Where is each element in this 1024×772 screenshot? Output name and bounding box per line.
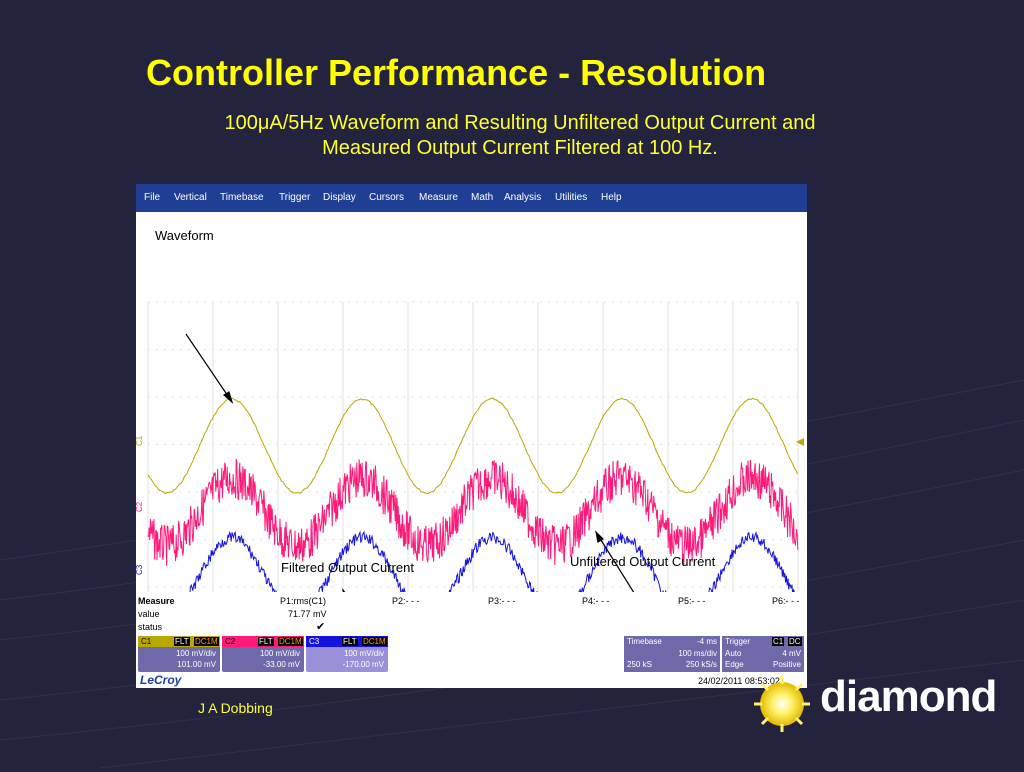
trigger-level: 4 mV — [782, 649, 801, 658]
subtitle-rest: A/5Hz Waveform and Resulting Unfiltered … — [269, 112, 816, 134]
trigger-coupling: DC — [788, 637, 802, 646]
menu-math[interactable]: Math — [471, 192, 494, 203]
measure-p4[interactable]: P4:- - - — [582, 596, 610, 606]
timebase-label: Timebase — [627, 637, 662, 646]
channel-label-c3: C3 — [136, 564, 144, 575]
channel-label-c1: C1 — [136, 435, 144, 446]
measure-p6[interactable]: P6:- - - — [772, 596, 800, 606]
menu-help[interactable]: Help — [601, 192, 622, 203]
lecroy-logo: LeCroy — [140, 673, 182, 687]
oscilloscope-screenshot: File Vertical Timebase Trigger Display C… — [136, 184, 807, 688]
menu-trigger[interactable]: Trigger — [279, 192, 311, 203]
c3-scale: 100 mV/div — [343, 649, 384, 658]
channel-box-c1[interactable]: C1 FLT DC1M 100 mV/div 101.00 mV — [138, 636, 220, 672]
measure-header: Measure — [138, 596, 175, 606]
measure-p1[interactable]: P1:rms(C1) — [280, 596, 327, 606]
tag-flt-c2: FLT — [258, 637, 274, 646]
annotation-filtered: Filtered Output Current — [281, 560, 414, 575]
tag-dc1m-c1: DC1M — [194, 637, 219, 646]
menu-vertical[interactable]: Vertical — [174, 192, 207, 203]
annotation-unfiltered: Unfiltered Output Current — [570, 554, 716, 569]
trace-c2-unfiltered — [147, 458, 799, 566]
channel-box-c2[interactable]: C2 FLT DC1M 100 mV/div -33.00 mV — [222, 636, 304, 672]
author-credit: J A Dobbing — [198, 700, 273, 716]
measure-row-status: status — [138, 622, 163, 632]
channel-name-c1: C1 — [141, 637, 152, 646]
trigger-mode: Auto — [725, 649, 742, 658]
subtitle-line-2: Measured Output Current Filtered at 100 … — [322, 137, 718, 159]
menu-display[interactable]: Display — [323, 192, 356, 203]
measure-p1-value: 71.77 mV — [288, 609, 327, 619]
channel-box-c3[interactable]: C3 FLT DC1M 100 mV/div -170.00 mV — [306, 636, 388, 672]
menu-timebase[interactable]: Timebase — [220, 192, 264, 203]
c2-offset: -33.00 mV — [263, 660, 300, 669]
trigger-slope: Positive — [772, 660, 801, 669]
c1-offset: 101.00 mV — [177, 660, 216, 669]
trigger-label: Trigger — [725, 637, 751, 646]
channel-name-c2: C2 — [225, 637, 236, 646]
c1-scale: 100 mV/div — [175, 649, 216, 658]
tag-flt-c3: FLT — [342, 637, 358, 646]
diamond-logo-icon — [754, 676, 810, 732]
timebase-delay: -4 ms — [697, 637, 717, 646]
c3-offset: -170.00 mV — [342, 660, 384, 669]
channel-name-c3: C3 — [309, 637, 320, 646]
slide-subtitle: 100μA/5Hz Waveform and Resulting Unfilte… — [170, 111, 870, 161]
timebase-rate: 250 kS/s — [685, 660, 717, 669]
trigger-panel[interactable]: Trigger C1 DC Auto 4 mV Edge Positive — [722, 636, 804, 672]
timebase-samples: 250 kS — [627, 660, 652, 669]
trigger-type: Edge — [725, 660, 744, 669]
trigger-chan: C1 — [772, 637, 785, 646]
trace-c1-waveform — [147, 397, 798, 495]
waveform-display: C1 C2 C3 — [136, 301, 804, 683]
menu-measure[interactable]: Measure — [419, 192, 458, 203]
slide-title: Controller Performance - Resolution — [146, 52, 767, 93]
tag-flt-c1: FLT — [174, 637, 190, 646]
scope-datetime: 24/02/2011 08:53:02 — [698, 676, 780, 686]
trigger-level-marker — [796, 438, 804, 446]
annotation-waveform: Waveform — [155, 228, 214, 243]
subtitle-prefix: 100 — [224, 112, 258, 134]
measure-p3[interactable]: P3:- - - — [488, 596, 516, 606]
menu-utilities[interactable]: Utilities — [555, 192, 588, 203]
channel-label-c2: C2 — [136, 501, 144, 512]
menu-cursors[interactable]: Cursors — [369, 192, 405, 203]
measure-row-value: value — [138, 609, 160, 619]
measure-p1-status: ✔ — [316, 621, 326, 633]
c2-scale: 100 mV/div — [259, 649, 300, 658]
tag-dc1m-c3: DC1M — [362, 637, 387, 646]
tag-dc1m-c2: DC1M — [278, 637, 303, 646]
menu-file[interactable]: File — [144, 192, 161, 203]
scope-menubar: File Vertical Timebase Trigger Display C… — [136, 184, 807, 212]
timebase-div: 100 ms/div — [678, 649, 717, 658]
brand-wordmark: diamond — [820, 672, 997, 721]
measure-p5[interactable]: P5:- - - — [678, 596, 706, 606]
timebase-panel[interactable]: Timebase -4 ms 100 ms/div 250 kS 250 kS/… — [624, 636, 720, 672]
subtitle-mu: μ — [257, 112, 270, 134]
menu-analysis[interactable]: Analysis — [504, 192, 542, 203]
measure-p2[interactable]: P2:- - - — [392, 596, 420, 606]
